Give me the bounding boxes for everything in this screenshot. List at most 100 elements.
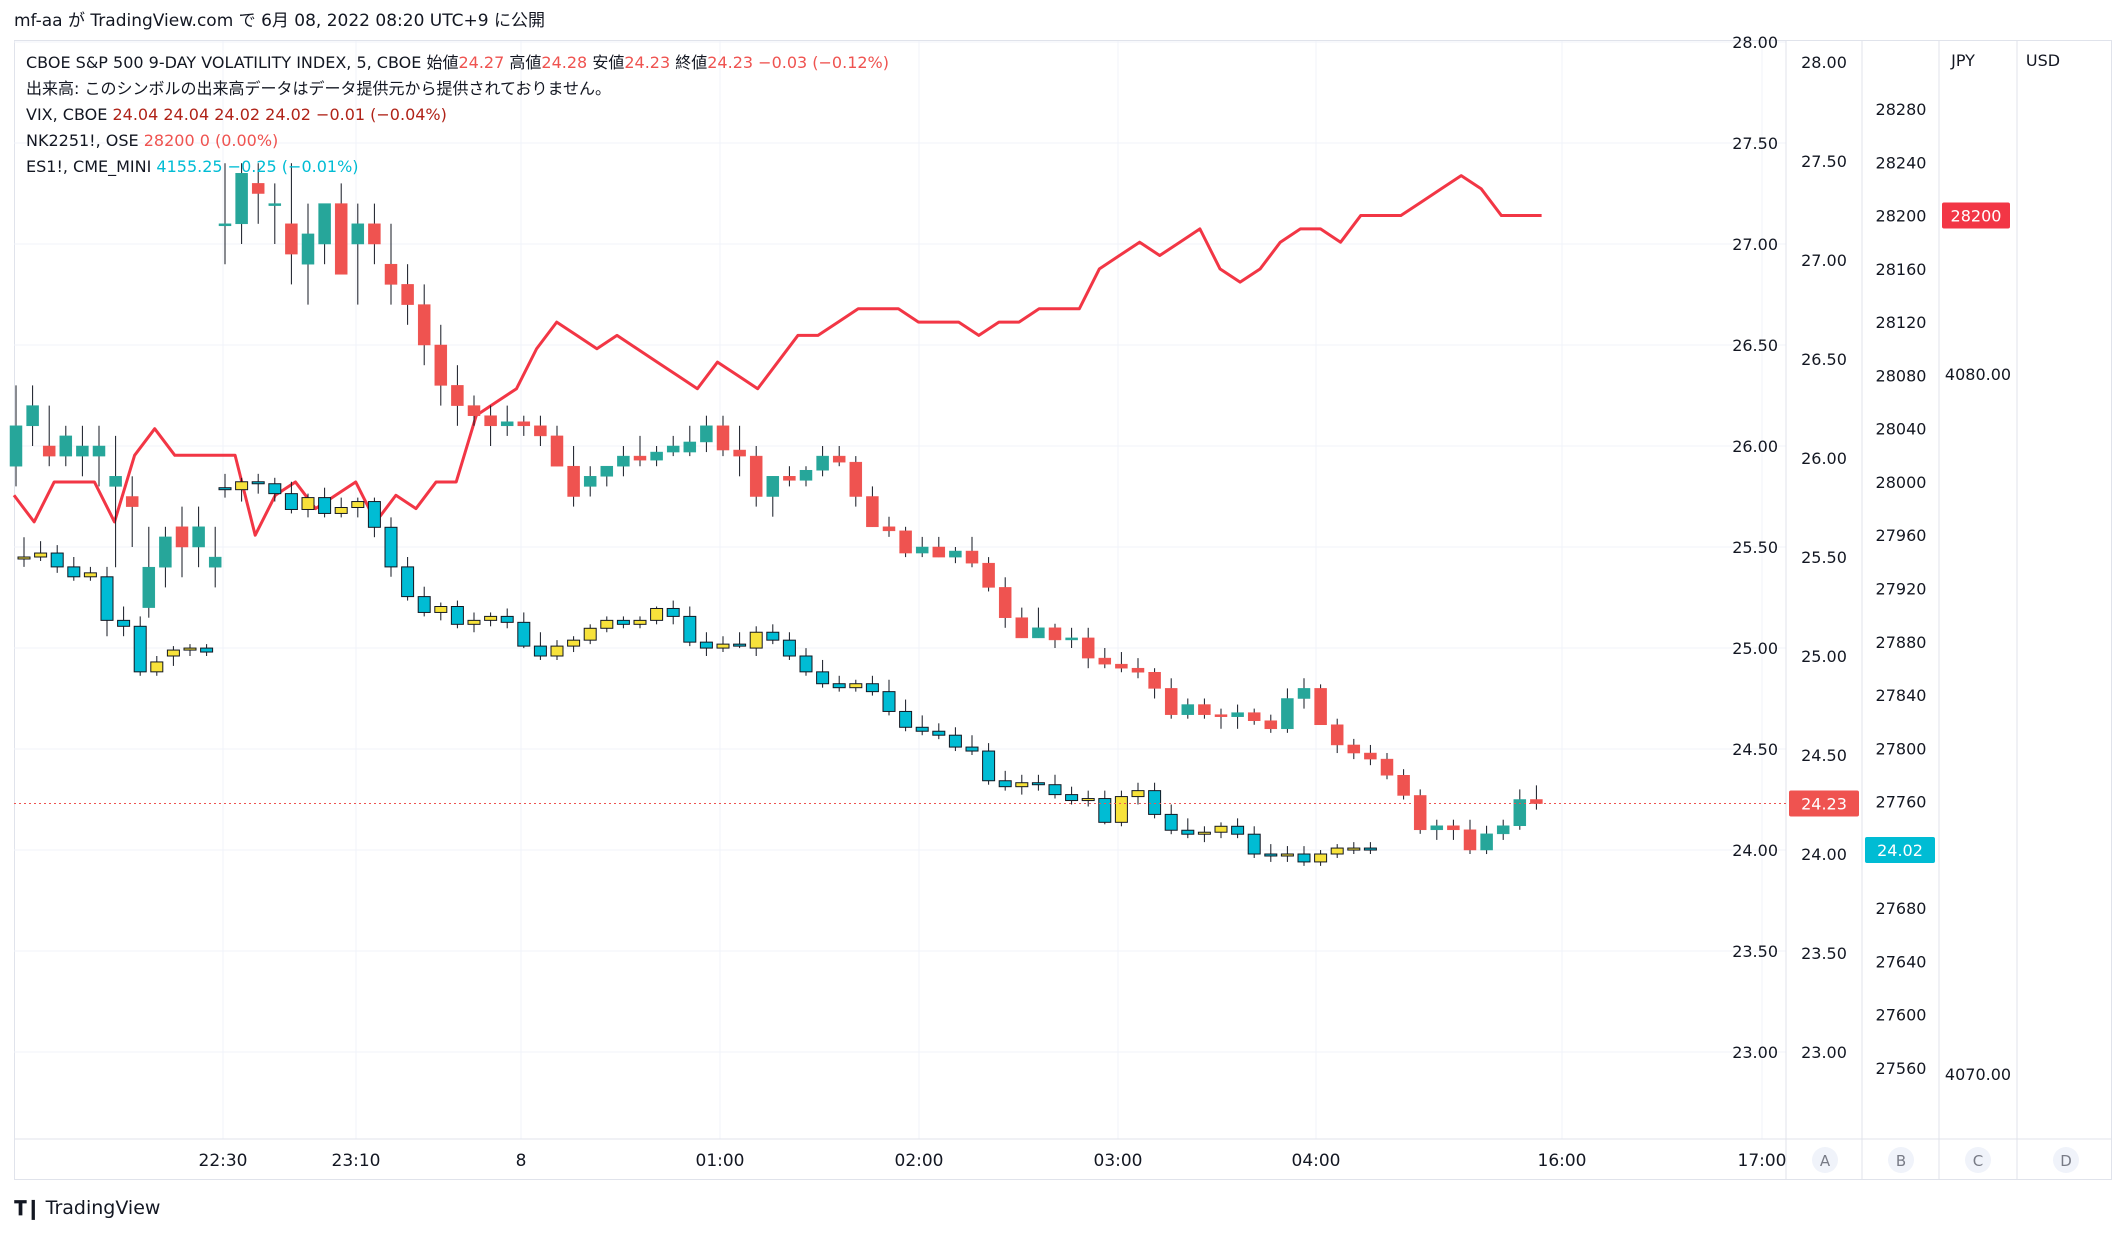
candle-body (949, 550, 962, 558)
axis-a-tick: 23.50 (1732, 942, 1778, 961)
candle-body (368, 223, 381, 245)
candle-body (235, 173, 248, 225)
candle-body (982, 562, 995, 588)
low-label: 安値 (592, 53, 625, 72)
vix-candle-body (915, 726, 929, 732)
candle-body (783, 476, 796, 481)
vix-candle-body (616, 619, 630, 625)
vix-candle-body (235, 481, 249, 491)
vix-candle-body (1347, 847, 1361, 851)
vix-candle-body (34, 552, 48, 558)
legend-main[interactable]: CBOE S&P 500 9-DAY VOLATILITY INDEX, 5, … (26, 50, 889, 76)
vix-candle-body (200, 647, 214, 653)
candle-body (1281, 698, 1294, 730)
candle-body (1181, 704, 1195, 715)
badge-b: 24.02 (1877, 841, 1923, 860)
axis-c-tick: 27560 (1876, 1059, 1927, 1078)
vix-candle-body (251, 481, 265, 485)
legend-nk[interactable]: NK2251!, OSE 28200 0 (0.00%) (26, 128, 889, 154)
candle-body (484, 415, 497, 427)
vix-candle-body (1214, 825, 1228, 833)
overlay-lines (12, 174, 1542, 537)
candle-body (1480, 833, 1493, 851)
badge-a: 24.23 (1801, 795, 1847, 814)
vix-candle-body (1181, 829, 1195, 835)
candle-body (650, 451, 663, 461)
candle-body (534, 425, 547, 437)
axis-a-tick: 25.00 (1732, 639, 1778, 658)
legend-vix[interactable]: VIX, CBOE 24.04 24.04 24.02 24.02 −0.01 … (26, 102, 889, 128)
candle-body (1198, 704, 1211, 715)
vix-candle-body (1363, 847, 1377, 851)
author-name[interactable]: mf-aa (14, 11, 63, 31)
candle-body (500, 421, 514, 427)
candle-body (1048, 627, 1062, 641)
candle-body (766, 476, 780, 497)
candle-body (749, 455, 763, 497)
axis-a-tick: 27.00 (1732, 235, 1778, 254)
candle-body (318, 203, 331, 245)
candle-body (351, 223, 365, 245)
vix-candle-body (301, 497, 315, 510)
candle-body (700, 425, 713, 443)
axis-c-tick: 28280 (1876, 100, 1927, 119)
candle-body (899, 530, 912, 554)
vix-candle-body (1314, 853, 1328, 863)
vix-candle-body (766, 631, 780, 641)
candle-body (1032, 627, 1045, 639)
vix-candle-body (749, 631, 763, 649)
vix-candle-body (699, 641, 713, 649)
candle-body (633, 455, 647, 461)
axis-c-tick: 27600 (1876, 1006, 1927, 1025)
vix-candle-body (716, 643, 730, 649)
time-tick: 23:10 (332, 1151, 381, 1171)
candle-body (716, 425, 730, 451)
candle-body (965, 550, 979, 564)
vix-candle-body (882, 691, 896, 712)
vix-candle-body (799, 655, 813, 673)
candle-body (1264, 720, 1278, 730)
vix-candle-body (600, 619, 614, 629)
candle-body (517, 421, 531, 427)
candle-body (192, 526, 205, 548)
vix-candle-body (1065, 794, 1079, 802)
candle-body (109, 476, 122, 487)
candle-body (434, 344, 448, 386)
candle-body (1164, 688, 1178, 715)
legend-volume-note: 出来高: このシンボルの出来高データはデータ提供元から提供されておりません。 (26, 79, 612, 98)
candle-body (1148, 671, 1161, 689)
candle-body (1347, 744, 1361, 754)
badge-a-bg (1789, 790, 1859, 817)
axis-c-tick: 28160 (1876, 260, 1927, 279)
vix-candle-body (450, 606, 464, 625)
axis-b-tick: 23.00 (1801, 1043, 1847, 1062)
axis-c-tick: 28080 (1876, 366, 1927, 385)
candle-body (125, 496, 139, 507)
candle-body (1015, 617, 1029, 639)
vix-candle-body (284, 493, 298, 510)
vix-candle-body (183, 647, 197, 651)
candle-body (417, 304, 431, 346)
legend-es[interactable]: ES1!, CME_MINI 4155.25 −0.25 (−0.01%) (26, 154, 889, 180)
vix-candle-body (650, 607, 664, 621)
axis-b-tick: 27.50 (1801, 152, 1847, 171)
candle-body (9, 425, 23, 467)
candle-body (1397, 775, 1410, 796)
vix-candle-body (965, 746, 979, 752)
candle-body (733, 449, 746, 457)
vix-candle-body (367, 501, 381, 528)
tradingview-logo-icon[interactable]: 𝐓❙ (14, 1196, 42, 1220)
axis-a-tick: 24.00 (1732, 841, 1778, 860)
axis-c-tick: 27880 (1876, 633, 1927, 652)
axis-d-tick: 4070.00 (1945, 1065, 2011, 1084)
vix-candle-body (83, 572, 97, 578)
brand-name[interactable]: TradingView (45, 1197, 161, 1219)
vix-candle-body (467, 619, 481, 625)
vix-candle-body (816, 671, 830, 685)
axis-b-tick: 26.50 (1801, 350, 1847, 369)
candle-body (451, 385, 464, 406)
publish-info: が TradingView.com で 6月 08, 2022 08:20 UT… (68, 11, 545, 31)
vix-candle-body (484, 615, 498, 621)
candle-body (866, 496, 879, 528)
